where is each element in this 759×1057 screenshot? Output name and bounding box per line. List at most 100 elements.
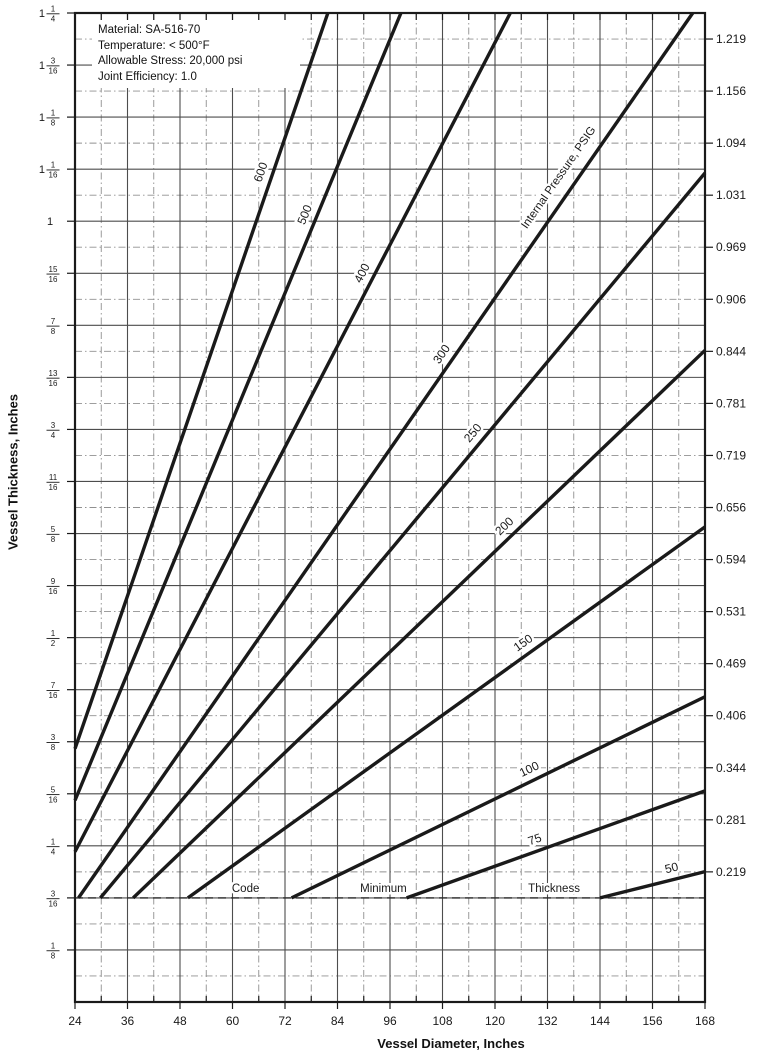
svg-text:15: 15 [49,265,58,274]
code-minimum-word-code: Code [232,883,260,895]
svg-text:16: 16 [49,899,58,908]
svg-text:1: 1 [51,837,56,846]
svg-text:60: 60 [226,1014,240,1028]
svg-text:1: 1 [47,216,53,228]
pressure-line-300 [77,12,695,899]
svg-text:13: 13 [49,369,58,378]
svg-text:1: 1 [51,629,56,638]
x-axis-title: Vessel Diameter, Inches [377,1036,525,1051]
svg-text:0.344: 0.344 [716,761,746,775]
svg-text:16: 16 [49,67,58,76]
svg-text:72: 72 [278,1014,292,1028]
pressure-line-200 [132,349,707,900]
svg-text:9: 9 [51,577,56,586]
svg-text:1.031: 1.031 [716,188,746,202]
svg-text:0.406: 0.406 [716,709,746,723]
svg-text:0.844: 0.844 [716,344,746,358]
pressure-label-500: 500 [294,202,315,226]
svg-text:3: 3 [51,57,56,66]
svg-text:7: 7 [51,681,56,690]
svg-text:0.719: 0.719 [716,448,746,462]
svg-text:36: 36 [121,1014,135,1028]
pressure-line-75 [406,789,706,900]
info-allowable-stress: Allowable Stress: 20,000 psi [98,55,243,67]
svg-text:3: 3 [51,889,56,898]
svg-text:16: 16 [49,587,58,596]
svg-text:5: 5 [51,525,56,534]
svg-text:0.219: 0.219 [716,865,746,879]
svg-text:3: 3 [51,421,56,430]
pressure-line-100 [290,695,706,900]
svg-text:16: 16 [49,691,58,700]
svg-text:0.781: 0.781 [716,396,746,410]
svg-text:0.656: 0.656 [716,501,746,515]
svg-text:8: 8 [51,743,56,752]
info-joint-efficiency: Joint Efficiency: 1.0 [98,70,197,83]
svg-text:8: 8 [51,119,56,128]
pressure-line-500 [73,12,403,802]
svg-text:156: 156 [642,1014,662,1028]
svg-text:4: 4 [51,15,56,24]
pressure-line-400 [73,12,512,853]
svg-text:8: 8 [51,327,56,336]
svg-text:1.219: 1.219 [716,32,746,46]
svg-text:120: 120 [485,1014,505,1028]
info-temperature: Temperature: < 500°F [98,39,210,52]
plot-border [73,11,707,1004]
info-material: Material: SA-516-70 [98,24,201,36]
svg-text:0.969: 0.969 [716,240,746,254]
svg-text:16: 16 [49,483,58,492]
svg-text:4: 4 [51,431,56,440]
svg-text:96: 96 [383,1014,397,1028]
y-axis-right-labels: 1.219 1.156 1.094 1.031 0.969 0.906 0.844 0.781… [716,32,746,879]
pressure-label-50: 50 [663,859,680,876]
code-minimum-word-thickness: Thickness [528,883,580,895]
svg-text:1: 1 [39,60,45,72]
svg-text:1: 1 [39,8,45,20]
svg-text:16: 16 [49,795,58,804]
svg-text:1: 1 [51,941,56,950]
svg-text:8: 8 [51,951,56,960]
svg-text:1: 1 [51,5,56,14]
svg-text:24: 24 [68,1014,82,1028]
svg-text:132: 132 [537,1014,557,1028]
svg-text:4: 4 [51,847,56,856]
grid-major [75,13,705,1002]
svg-text:16: 16 [49,275,58,284]
svg-text:1: 1 [51,161,56,170]
svg-text:2: 2 [51,639,56,648]
svg-text:0.594: 0.594 [716,553,746,567]
svg-text:16: 16 [49,379,58,388]
svg-text:48: 48 [173,1014,187,1028]
svg-text:3: 3 [51,733,56,742]
svg-text:16: 16 [49,171,58,180]
pressure-lines [73,12,707,900]
pressure-label-600: 600 [251,160,271,184]
pressure-line-150 [186,525,706,900]
internal-pressure-psig-label: Internal Pressure, PSIG [519,124,598,231]
svg-text:1.094: 1.094 [716,136,746,150]
svg-text:1: 1 [51,109,56,118]
design-conditions-box: Material: SA-516-70 Temperature: < 500°F… [92,20,300,88]
svg-text:108: 108 [432,1014,452,1028]
svg-text:144: 144 [590,1014,610,1028]
svg-text:1: 1 [39,164,45,176]
svg-text:5: 5 [51,785,56,794]
svg-text:84: 84 [331,1014,345,1028]
svg-text:0.281: 0.281 [716,813,746,827]
svg-text:0.906: 0.906 [716,292,746,306]
svg-text:0.469: 0.469 [716,657,746,671]
svg-text:7: 7 [51,317,56,326]
svg-text:11: 11 [49,473,58,482]
svg-text:1.156: 1.156 [716,84,746,98]
svg-text:0.531: 0.531 [716,605,746,619]
x-axis-labels: 24 36 48 60 72 84 96 108 120 132 144 156 168 [68,1014,715,1028]
svg-text:8: 8 [51,535,56,544]
code-minimum-word-minimum: Minimum [360,883,407,895]
pressure-line-600 [73,12,330,750]
svg-text:1: 1 [39,112,45,124]
pressure-line-250 [99,171,707,899]
